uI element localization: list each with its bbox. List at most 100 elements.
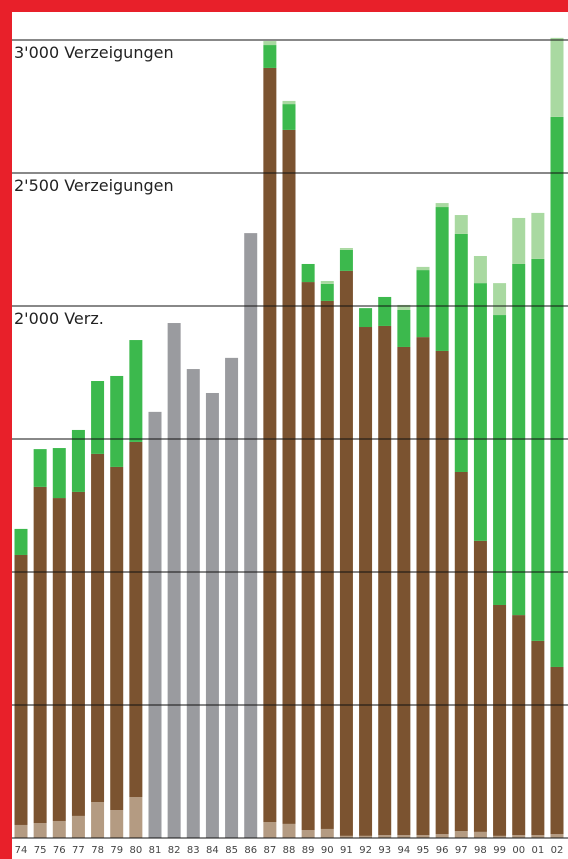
x-tick-label: 77 bbox=[72, 845, 85, 856]
y-tick-label: 2'000 Verz. bbox=[14, 309, 104, 328]
x-tick-label: 01 bbox=[531, 845, 544, 856]
bar-segment bbox=[397, 304, 411, 310]
bar-segment bbox=[129, 441, 143, 798]
bar-segment bbox=[167, 323, 181, 838]
frame-top bbox=[0, 0, 568, 12]
x-tick-label: 91 bbox=[340, 845, 353, 856]
bar-segment bbox=[225, 357, 239, 838]
bar-segment bbox=[416, 266, 430, 271]
bar-segment bbox=[14, 528, 28, 555]
bar-segment bbox=[473, 255, 487, 284]
bar-segment bbox=[110, 466, 124, 811]
x-tick-label: 98 bbox=[474, 845, 487, 856]
bar-segment bbox=[110, 375, 124, 467]
bar-segment bbox=[454, 215, 468, 234]
bar-segment bbox=[512, 217, 526, 264]
x-tick-label: 87 bbox=[263, 845, 276, 856]
x-tick-label: 02 bbox=[551, 845, 564, 856]
bar-segment bbox=[493, 604, 507, 836]
bar-segment bbox=[91, 802, 105, 838]
bar-segment bbox=[52, 498, 66, 821]
bar-segment bbox=[473, 831, 487, 838]
bar-segment bbox=[359, 308, 373, 328]
bar-segment bbox=[454, 471, 468, 832]
x-tick-label: 97 bbox=[455, 845, 468, 856]
bar-segment bbox=[531, 835, 545, 838]
bar-segment bbox=[378, 325, 392, 836]
bar-segment bbox=[435, 207, 449, 351]
bar-segment bbox=[282, 100, 296, 105]
bar-segment bbox=[14, 554, 28, 825]
bar-segment bbox=[301, 282, 315, 831]
x-tick-label: 83 bbox=[187, 845, 200, 856]
y-tick-label: 3'000 Verzeigungen bbox=[14, 43, 174, 62]
bar-segment bbox=[512, 615, 526, 836]
bar-segment bbox=[339, 835, 353, 838]
bar-segment bbox=[129, 340, 143, 442]
x-tick-label: 88 bbox=[283, 845, 296, 856]
x-tick-label: 74 bbox=[15, 845, 28, 856]
bar-segment bbox=[378, 296, 392, 326]
bar-segment bbox=[416, 835, 430, 838]
x-tick-label: 92 bbox=[359, 845, 372, 856]
x-tick-label: 99 bbox=[493, 845, 506, 856]
bar-segment bbox=[301, 263, 315, 283]
bar-segment bbox=[397, 309, 411, 347]
x-tick-label: 90 bbox=[321, 845, 334, 856]
bar-segment bbox=[148, 411, 162, 838]
bar-segment bbox=[186, 369, 200, 838]
bar-segment bbox=[550, 834, 564, 838]
bar-segment bbox=[71, 815, 85, 838]
bar-segment bbox=[473, 283, 487, 541]
x-tick-label: 76 bbox=[53, 845, 66, 856]
bar-segment bbox=[339, 249, 353, 271]
x-tick-label: 00 bbox=[512, 845, 525, 856]
bar-segment bbox=[454, 831, 468, 838]
bar-segment bbox=[378, 835, 392, 838]
bar-segment bbox=[397, 346, 411, 836]
x-tick-label: 81 bbox=[149, 845, 162, 856]
bar-segment bbox=[263, 41, 277, 46]
bar-segment bbox=[416, 270, 430, 338]
bar-segment bbox=[282, 823, 296, 838]
bar-segment bbox=[359, 327, 373, 836]
bar-segment bbox=[320, 283, 334, 301]
bar-segment bbox=[416, 337, 430, 836]
y-tick-label: 2'500 Verzeigungen bbox=[14, 176, 174, 195]
bar-segment bbox=[493, 835, 507, 838]
bar-segment bbox=[531, 212, 545, 259]
bar-segment bbox=[493, 315, 507, 605]
x-tick-label: 95 bbox=[417, 845, 430, 856]
bar-segment bbox=[339, 270, 353, 836]
x-tick-label: 84 bbox=[206, 845, 219, 856]
bar-segment bbox=[263, 45, 277, 68]
bar-segment bbox=[435, 203, 449, 208]
bar-segment bbox=[282, 129, 296, 824]
bar-segment bbox=[33, 823, 47, 838]
x-tick-label: 89 bbox=[302, 845, 315, 856]
bar-segment bbox=[531, 258, 545, 641]
bar-segment bbox=[493, 283, 507, 316]
bar-segment bbox=[244, 233, 258, 839]
bar-segment bbox=[14, 824, 28, 838]
bar-segment bbox=[320, 280, 334, 284]
bar-segment bbox=[52, 820, 66, 838]
bar-segment bbox=[550, 116, 564, 667]
x-tick-label: 75 bbox=[34, 845, 47, 856]
x-tick-label: 86 bbox=[244, 845, 257, 856]
bar-segment bbox=[263, 67, 277, 823]
bar-segment bbox=[282, 104, 296, 130]
bar-segment bbox=[531, 640, 545, 836]
bar-segment bbox=[473, 540, 487, 832]
bar-segment bbox=[263, 822, 277, 838]
bar-segment bbox=[550, 37, 564, 117]
bar-segment bbox=[359, 835, 373, 838]
bar-segment bbox=[435, 834, 449, 838]
bar-segment bbox=[320, 300, 334, 829]
bar-segment bbox=[397, 835, 411, 838]
bar-segment bbox=[91, 453, 105, 803]
bar-segment bbox=[320, 828, 334, 838]
x-tick-label: 80 bbox=[129, 845, 142, 856]
x-tick-label: 96 bbox=[436, 845, 449, 856]
